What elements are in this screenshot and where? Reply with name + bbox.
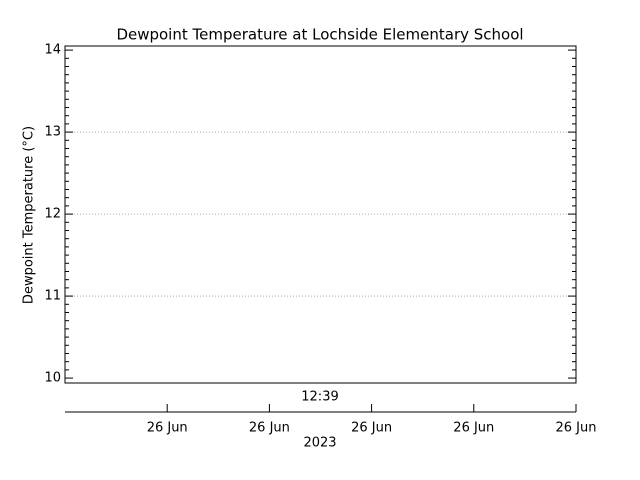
time-tick-label: 26 Jun — [249, 421, 290, 436]
y-tick-label: 13 — [44, 125, 61, 140]
y-tick-label: 11 — [44, 289, 61, 304]
annotation: 12:39 — [301, 390, 338, 405]
time-tick-label: 26 Jun — [147, 421, 188, 436]
time-tick-label: 26 Jun — [453, 421, 494, 436]
y-tick-label: 14 — [44, 43, 61, 58]
time-tick-label: 26 Jun — [351, 421, 392, 436]
chart-title: Dewpoint Temperature at Lochside Element… — [116, 26, 523, 44]
y-tick-label: 12 — [44, 207, 61, 222]
y-tick-label: 10 — [44, 371, 61, 386]
time-axis-label: 2023 — [303, 436, 336, 451]
y-axis-label: Dewpoint Temperature (°C) — [22, 126, 37, 304]
time-tick-label: 26 Jun — [556, 421, 597, 436]
